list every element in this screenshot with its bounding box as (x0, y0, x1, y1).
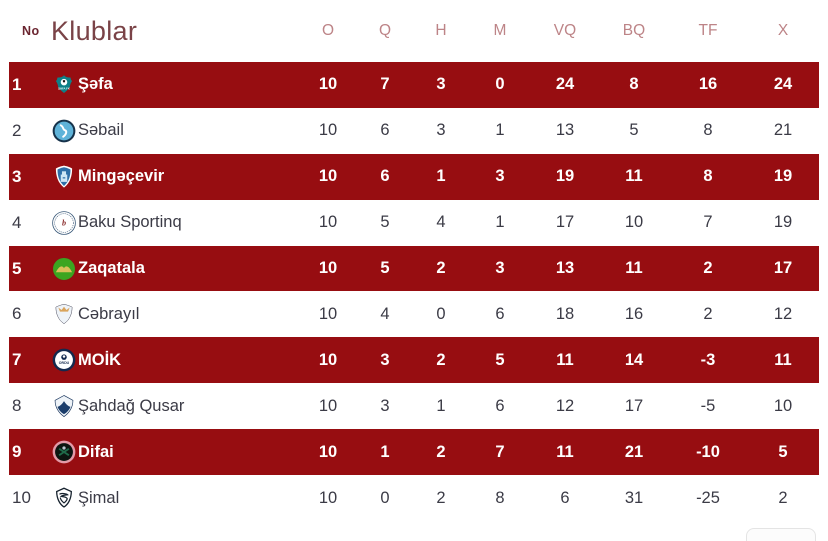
svg-text:b: b (62, 218, 66, 227)
svg-text:ŞƏFA FK: ŞƏFA FK (58, 86, 70, 90)
svg-text:ORDU: ORDU (59, 361, 70, 365)
